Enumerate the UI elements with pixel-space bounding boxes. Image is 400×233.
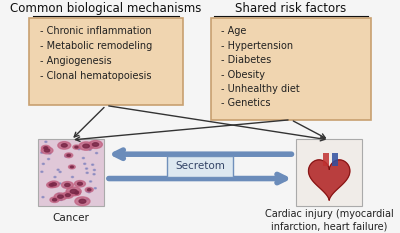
Circle shape xyxy=(54,193,67,200)
Circle shape xyxy=(58,142,71,149)
Circle shape xyxy=(88,189,91,191)
FancyBboxPatch shape xyxy=(296,139,362,206)
Circle shape xyxy=(89,149,91,150)
Circle shape xyxy=(49,184,54,186)
Circle shape xyxy=(54,176,56,178)
Circle shape xyxy=(47,182,56,188)
Circle shape xyxy=(42,196,44,198)
Circle shape xyxy=(75,192,78,194)
Circle shape xyxy=(48,158,50,160)
FancyBboxPatch shape xyxy=(323,153,329,166)
Circle shape xyxy=(44,149,50,152)
Text: - Age
- Hypertension
- Diabetes
- Obesity
- Unhealthy diet
- Genetics: - Age - Hypertension - Diabetes - Obesit… xyxy=(221,26,300,108)
Circle shape xyxy=(42,163,44,164)
Circle shape xyxy=(82,158,84,159)
Circle shape xyxy=(59,171,61,172)
Circle shape xyxy=(66,187,81,196)
Circle shape xyxy=(65,156,67,157)
Circle shape xyxy=(73,191,80,195)
Circle shape xyxy=(70,189,77,193)
Circle shape xyxy=(61,144,67,147)
Circle shape xyxy=(88,147,90,148)
Circle shape xyxy=(59,196,61,198)
Circle shape xyxy=(65,183,70,187)
Circle shape xyxy=(58,193,60,194)
Circle shape xyxy=(49,153,51,154)
Text: Shared risk factors: Shared risk factors xyxy=(235,2,346,15)
Circle shape xyxy=(84,163,86,164)
Circle shape xyxy=(68,165,75,169)
Circle shape xyxy=(79,142,93,150)
Circle shape xyxy=(67,154,70,156)
Circle shape xyxy=(79,199,86,203)
Circle shape xyxy=(72,176,74,178)
Polygon shape xyxy=(308,160,350,200)
Circle shape xyxy=(65,153,73,158)
Circle shape xyxy=(94,188,96,189)
Circle shape xyxy=(62,192,73,198)
Circle shape xyxy=(45,141,47,142)
Circle shape xyxy=(86,168,88,169)
Circle shape xyxy=(44,147,48,149)
Circle shape xyxy=(74,181,86,187)
Circle shape xyxy=(83,144,89,148)
Circle shape xyxy=(75,197,90,206)
Circle shape xyxy=(52,199,57,201)
Circle shape xyxy=(78,148,80,150)
Circle shape xyxy=(74,190,80,194)
Text: Cancer: Cancer xyxy=(53,213,90,223)
Circle shape xyxy=(50,197,59,202)
Circle shape xyxy=(86,199,88,200)
Circle shape xyxy=(42,145,50,150)
FancyBboxPatch shape xyxy=(29,18,183,106)
Circle shape xyxy=(58,195,63,198)
Text: Cardiac injury (myocardial
infarction, heart failure): Cardiac injury (myocardial infarction, h… xyxy=(265,209,394,231)
Circle shape xyxy=(75,146,78,148)
Circle shape xyxy=(90,181,92,182)
Circle shape xyxy=(85,187,93,192)
Circle shape xyxy=(70,166,73,168)
Circle shape xyxy=(86,172,88,173)
Circle shape xyxy=(89,140,102,148)
Text: Common biological mechanisms: Common biological mechanisms xyxy=(10,2,202,15)
Text: Secretom: Secretom xyxy=(175,161,225,171)
Circle shape xyxy=(93,174,95,175)
Circle shape xyxy=(48,181,60,187)
Circle shape xyxy=(41,147,53,154)
FancyBboxPatch shape xyxy=(211,18,371,120)
Circle shape xyxy=(76,191,78,193)
Circle shape xyxy=(66,194,70,197)
Circle shape xyxy=(54,199,56,200)
Circle shape xyxy=(78,182,82,185)
Circle shape xyxy=(62,196,64,197)
Circle shape xyxy=(96,152,98,154)
Circle shape xyxy=(59,183,61,184)
FancyBboxPatch shape xyxy=(332,153,338,166)
Circle shape xyxy=(64,186,66,187)
Circle shape xyxy=(73,145,80,149)
FancyBboxPatch shape xyxy=(38,139,104,206)
Circle shape xyxy=(57,169,59,170)
Circle shape xyxy=(92,143,98,146)
Circle shape xyxy=(41,171,43,172)
Circle shape xyxy=(86,191,88,192)
Circle shape xyxy=(60,199,62,201)
Text: - Chronic inflammation
- Metabolic remodeling
- Angiogenesis
- Clonal hematopoie: - Chronic inflammation - Metabolic remod… xyxy=(40,26,152,81)
Circle shape xyxy=(88,192,90,193)
Circle shape xyxy=(92,164,94,165)
Circle shape xyxy=(41,152,43,153)
Circle shape xyxy=(93,169,96,171)
Circle shape xyxy=(52,183,56,186)
Circle shape xyxy=(62,182,73,188)
FancyBboxPatch shape xyxy=(167,156,233,177)
